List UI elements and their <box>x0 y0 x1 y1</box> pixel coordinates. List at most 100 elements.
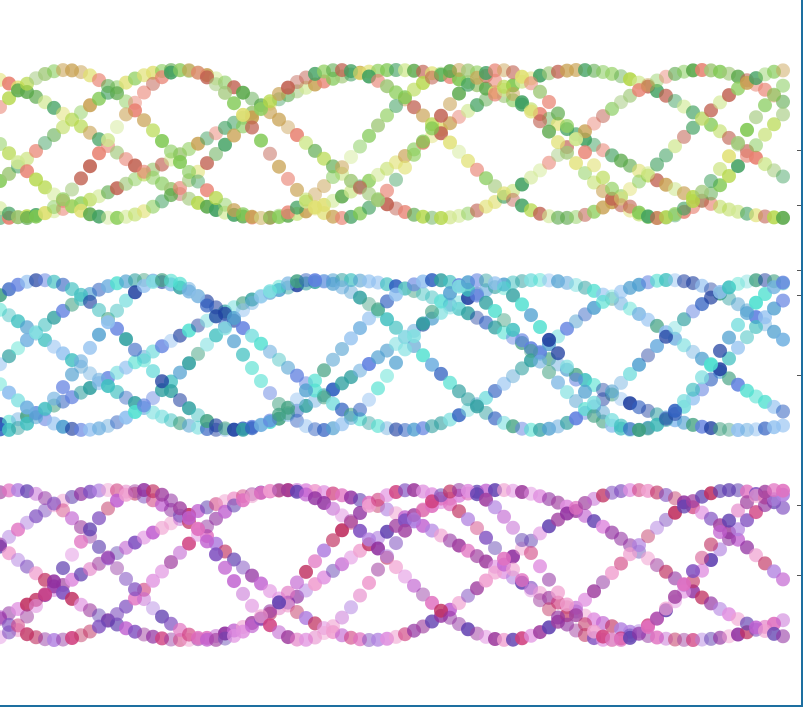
helix-dot <box>92 540 106 554</box>
helix-dot <box>515 333 529 347</box>
helix-dot <box>713 162 727 176</box>
helix-dot <box>506 521 520 535</box>
helix-dot <box>101 551 115 565</box>
green-yellow-helix <box>0 63 790 225</box>
helix-dot <box>776 276 790 290</box>
helix-dot <box>353 589 367 603</box>
helix-dot <box>101 133 115 147</box>
helix-dot <box>686 564 700 578</box>
helix-dot <box>56 380 70 394</box>
helix-dot <box>65 368 79 382</box>
helix-dot <box>380 549 394 563</box>
helix-dot <box>371 563 385 577</box>
helix-dot <box>776 405 790 419</box>
edge-tick <box>797 505 801 506</box>
helix-dot <box>119 107 133 121</box>
helix-dot <box>56 561 70 575</box>
helix-dot <box>200 534 214 548</box>
helix-dot <box>713 525 727 539</box>
helix-dot <box>776 613 790 627</box>
helix-dot <box>776 170 790 184</box>
helix-dot <box>704 174 718 188</box>
helix-dot <box>776 419 790 433</box>
helix-dot <box>218 561 232 575</box>
helix-dot <box>29 599 43 613</box>
helix-dot <box>191 522 205 536</box>
helix-dot <box>542 333 556 347</box>
helix-dot <box>551 346 565 360</box>
helix-dot <box>335 342 349 356</box>
helix-dot <box>182 511 196 525</box>
helix-dot <box>299 565 313 579</box>
helix-dot <box>533 320 547 334</box>
helix-dot <box>290 576 304 590</box>
helix-dot <box>749 138 763 152</box>
helix-dot <box>308 554 322 568</box>
helix-dot <box>560 598 574 612</box>
helix-dot <box>74 171 88 185</box>
helix-dot <box>551 107 565 121</box>
helix-dot <box>110 120 124 134</box>
helix-dot <box>497 552 511 566</box>
helix-dot <box>326 353 340 367</box>
helix-dot <box>722 149 736 163</box>
magenta-purple-helix <box>0 483 790 647</box>
helix-dot <box>83 522 97 536</box>
helix-dot <box>776 107 790 121</box>
helix-dot <box>398 524 412 538</box>
helix-dot <box>371 381 385 395</box>
helix-dot <box>380 184 394 198</box>
helix-dot <box>731 318 745 332</box>
helix-dot <box>101 315 115 329</box>
helix-dot <box>695 370 709 384</box>
helix-dot <box>740 123 754 137</box>
edge-tick <box>797 150 801 151</box>
helix-dot <box>407 329 421 343</box>
helix-dot <box>263 147 277 161</box>
helix-dot <box>776 294 790 308</box>
helix-dot <box>506 562 520 576</box>
helix-dot <box>524 546 538 560</box>
helix-dot <box>776 63 790 77</box>
helix-dot <box>272 160 286 174</box>
helix-dot <box>362 576 376 590</box>
helix-dot <box>749 110 763 124</box>
helix-dot <box>380 369 394 383</box>
helix-dot <box>596 171 610 185</box>
helix-dot <box>398 161 412 175</box>
helix-dot <box>560 360 574 374</box>
helix-dot <box>524 308 538 322</box>
helix-dot <box>65 183 79 197</box>
helix-dot <box>83 159 97 173</box>
helix-dot <box>659 602 673 616</box>
helix-dot <box>254 134 268 148</box>
helix-dot <box>254 374 268 388</box>
helix-dot <box>92 328 106 342</box>
helix-dot <box>245 121 259 135</box>
helix-dot <box>578 145 592 159</box>
helix-dot <box>731 136 745 150</box>
helix-dot <box>353 140 367 154</box>
helix-dot <box>317 363 331 377</box>
helix-dot <box>524 344 538 358</box>
edge-tick <box>797 295 801 296</box>
helix-dot <box>236 587 250 601</box>
helix-dot <box>434 109 448 123</box>
helix-dot <box>776 484 790 498</box>
helix-dot <box>146 123 160 137</box>
helix-dot <box>218 321 232 335</box>
helix-dot <box>110 561 124 575</box>
helix-dot <box>704 357 718 371</box>
helix-dot <box>551 135 565 149</box>
cyan-blue-helix <box>0 273 790 437</box>
helix-dot <box>236 108 250 122</box>
helix-dot <box>344 600 358 614</box>
helix-dot <box>758 98 772 112</box>
helix-dot <box>776 629 790 643</box>
helix-dot <box>47 574 61 588</box>
helix-dot <box>497 510 511 524</box>
helix-dot <box>137 353 151 367</box>
helix-dot <box>569 373 583 387</box>
helix-dot <box>569 132 583 146</box>
helix-dot <box>704 538 718 552</box>
